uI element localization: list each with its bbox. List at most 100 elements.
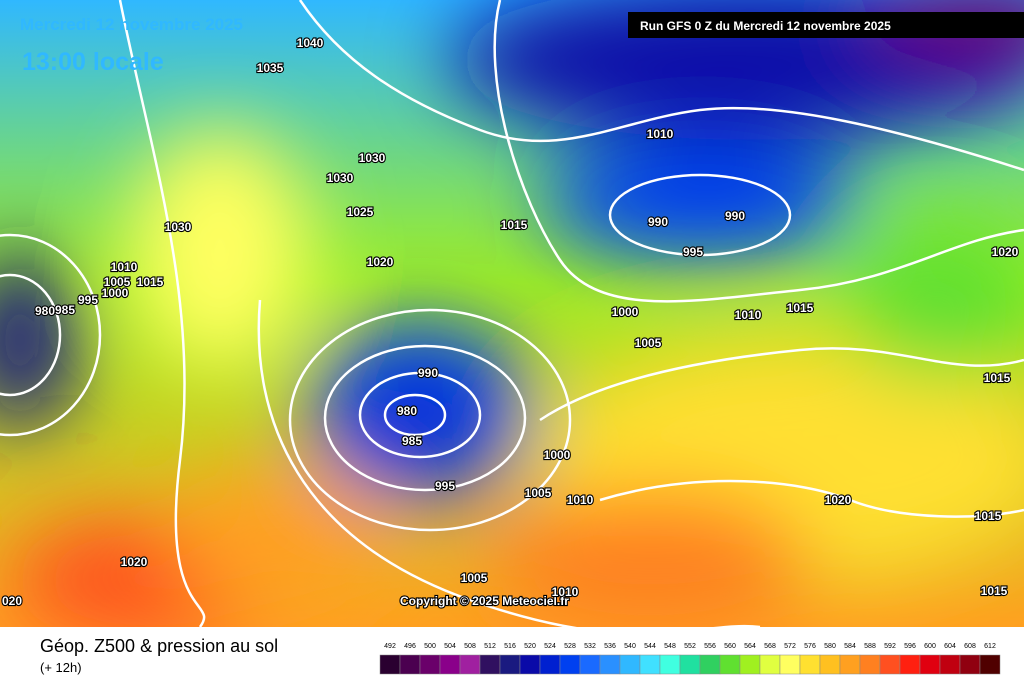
legend-label: 532 bbox=[584, 643, 596, 650]
legend-swatch bbox=[879, 654, 901, 675]
legend-label: 612 bbox=[984, 643, 996, 650]
isobar-label: 1010 bbox=[735, 308, 762, 322]
legend-swatch bbox=[659, 654, 681, 675]
legend-label: 544 bbox=[644, 643, 656, 650]
legend-swatch bbox=[899, 654, 921, 675]
legend-swatch bbox=[539, 654, 561, 675]
legend-label: 600 bbox=[924, 643, 936, 650]
legend-label: 580 bbox=[824, 643, 836, 650]
run-box bbox=[628, 12, 1024, 38]
isobar-label: 1015 bbox=[975, 509, 1002, 523]
legend-label: 512 bbox=[484, 643, 496, 650]
isobar-label: 1015 bbox=[137, 275, 164, 289]
legend-label: 492 bbox=[384, 643, 396, 650]
legend-label: 588 bbox=[864, 643, 876, 650]
legend-swatch bbox=[479, 654, 501, 675]
isobar-label: 1020 bbox=[367, 255, 394, 269]
isobar-label: 1030 bbox=[359, 151, 386, 165]
legend-label: 528 bbox=[564, 643, 576, 650]
legend-label: 516 bbox=[504, 643, 516, 650]
isobar-label: 1030 bbox=[327, 171, 354, 185]
isobar-label: 1000 bbox=[102, 286, 129, 300]
legend-swatch bbox=[379, 654, 401, 675]
legend-label: 564 bbox=[744, 643, 756, 650]
legend-label: 552 bbox=[684, 643, 696, 650]
isobar-label: 995 bbox=[683, 245, 703, 259]
legend-swatch bbox=[739, 654, 761, 675]
legend-swatch bbox=[559, 654, 581, 675]
isobar-label: 1005 bbox=[635, 336, 662, 350]
legend-label: 500 bbox=[424, 643, 436, 650]
legend-label: 568 bbox=[764, 643, 776, 650]
legend-label: 520 bbox=[524, 643, 536, 650]
field bbox=[0, 0, 1024, 640]
isobar-label: 995 bbox=[78, 293, 98, 307]
legend-label: 540 bbox=[624, 643, 636, 650]
isobar-label: 990 bbox=[725, 209, 745, 223]
legend-swatch bbox=[719, 654, 741, 675]
legend-label: 576 bbox=[804, 643, 816, 650]
isobar-label: 1035 bbox=[257, 61, 284, 75]
legend-label: 548 bbox=[664, 643, 676, 650]
legend-label: 536 bbox=[604, 643, 616, 650]
isobar-label: 1040 bbox=[297, 36, 324, 50]
legend-swatch bbox=[599, 654, 621, 675]
isobar-label: 1010 bbox=[552, 585, 579, 599]
date: Mercredi 12 novembre 2025 bbox=[20, 15, 243, 34]
time: 13:00 locale bbox=[22, 48, 164, 76]
isobar-label: 1020 bbox=[121, 555, 148, 569]
legend-label: 524 bbox=[544, 643, 556, 650]
legend-swatch bbox=[679, 654, 701, 675]
legend-label: 596 bbox=[904, 643, 916, 650]
legend-swatch bbox=[819, 654, 841, 675]
footer-title: Géop. Z500 & pression au sol bbox=[40, 636, 278, 656]
isobar-label: 1010 bbox=[567, 493, 594, 507]
legend-swatch bbox=[519, 654, 541, 675]
isobar-label: 995 bbox=[435, 479, 455, 493]
legend-label: 584 bbox=[844, 643, 856, 650]
legend-swatch bbox=[859, 654, 881, 675]
legend-label: 504 bbox=[444, 643, 456, 650]
footer-lead: (+ 12h) bbox=[40, 660, 82, 675]
legend-swatch bbox=[579, 654, 601, 675]
isobar-label: 1020 bbox=[825, 493, 852, 507]
isobar-label: 1015 bbox=[787, 301, 814, 315]
isobar-label: 1020 bbox=[992, 245, 1019, 259]
legend-swatch bbox=[639, 654, 661, 675]
legend-swatch bbox=[499, 654, 521, 675]
legend-swatch bbox=[799, 654, 821, 675]
legend-label: 560 bbox=[724, 643, 736, 650]
legend-swatch bbox=[939, 654, 961, 675]
isobar-label: 1015 bbox=[501, 218, 528, 232]
isobar-label: 990 bbox=[418, 366, 438, 380]
legend-swatch bbox=[959, 654, 981, 675]
isobar-label: 985 bbox=[55, 303, 75, 317]
isobar-label: 1010 bbox=[647, 127, 674, 141]
isobar-label: 980 bbox=[397, 404, 417, 418]
legend-label: 496 bbox=[404, 643, 416, 650]
legend-label: 608 bbox=[964, 643, 976, 650]
legend-swatch bbox=[619, 654, 641, 675]
legend-swatch bbox=[399, 654, 421, 675]
isobar-label: 990 bbox=[648, 215, 668, 229]
legend-swatch bbox=[779, 654, 801, 675]
isobar-label: 1015 bbox=[981, 584, 1008, 598]
legend-swatch bbox=[459, 654, 481, 675]
isobar-label: 1005 bbox=[461, 571, 488, 585]
legend-swatch bbox=[439, 654, 461, 675]
isobar-label: 1000 bbox=[612, 305, 639, 319]
legend-swatch bbox=[919, 654, 941, 675]
legend-label: 592 bbox=[884, 643, 896, 650]
legend-label: 508 bbox=[464, 643, 476, 650]
legend-swatch bbox=[759, 654, 781, 675]
run: Run GFS 0 Z du Mercredi 12 novembre 2025 bbox=[640, 19, 891, 33]
legend-label: 604 bbox=[944, 643, 956, 650]
isobar-label: 985 bbox=[402, 434, 422, 448]
isobar-label: 020 bbox=[2, 594, 22, 608]
isobar-label: 1030 bbox=[165, 220, 192, 234]
isobar-label: 1010 bbox=[111, 260, 138, 274]
legend-label: 556 bbox=[704, 643, 716, 650]
isobar-label: 1015 bbox=[984, 371, 1011, 385]
